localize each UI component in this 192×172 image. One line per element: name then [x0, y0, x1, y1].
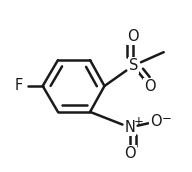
Text: O: O — [144, 79, 156, 94]
Text: O: O — [127, 29, 139, 44]
Text: S: S — [128, 58, 138, 73]
Text: +: + — [133, 115, 143, 127]
Text: O: O — [150, 114, 162, 129]
Text: N: N — [124, 120, 135, 135]
Text: O: O — [124, 146, 136, 161]
Text: −: − — [162, 112, 172, 125]
Text: F: F — [15, 78, 23, 94]
